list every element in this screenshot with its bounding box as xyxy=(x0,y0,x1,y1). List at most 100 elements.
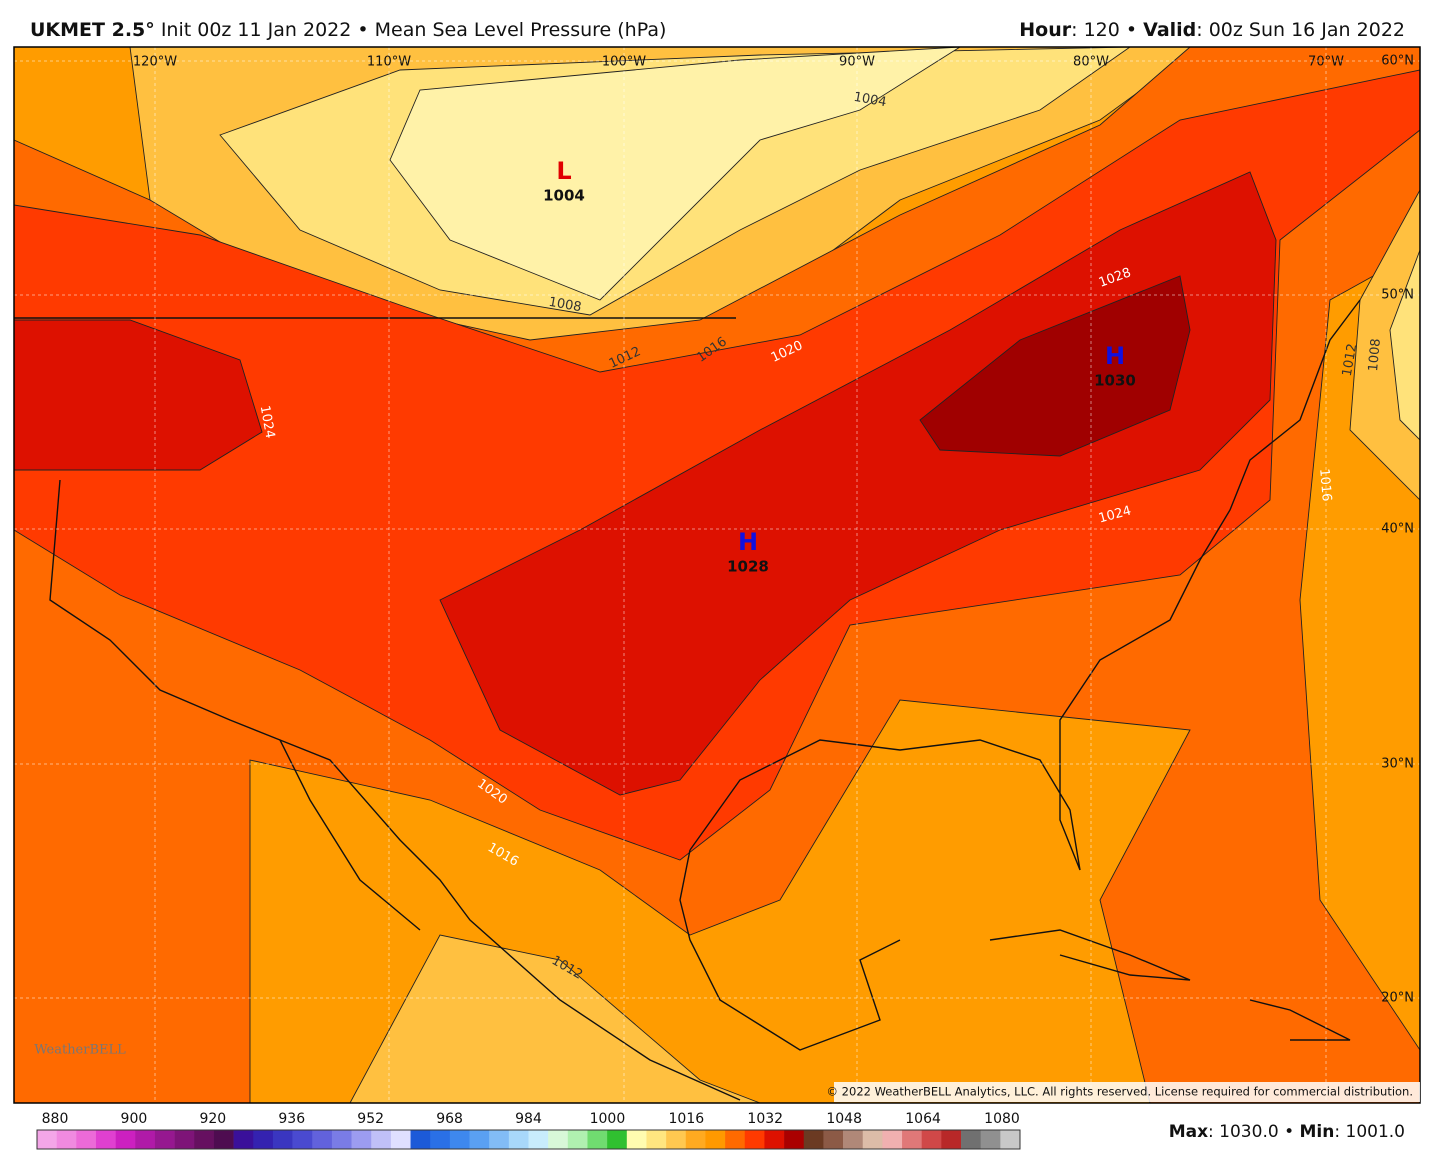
min: : 1001.0 xyxy=(1334,1122,1405,1142)
contour-label: 1016 xyxy=(1316,468,1334,502)
max-label: Max xyxy=(1169,1122,1208,1142)
colorbar-swatch xyxy=(253,1130,274,1149)
center-value: 1028 xyxy=(727,558,769,576)
sep: • xyxy=(1284,1122,1294,1142)
colorbar-swatch xyxy=(76,1130,97,1149)
lon-label: 80°W xyxy=(1073,55,1109,70)
lon-label: 120°W xyxy=(133,55,177,70)
contour-label: 1008 xyxy=(547,295,582,316)
model: UKMET 2.5° xyxy=(30,19,155,41)
cuba xyxy=(989,929,1191,981)
colorbar-tick: 1016 xyxy=(669,1111,705,1127)
borders xyxy=(14,299,1361,1101)
hour-label: Hour xyxy=(1019,19,1071,41)
colorbar-frame xyxy=(36,1129,1021,1150)
colorbar-swatch xyxy=(154,1130,175,1149)
field: Mean Sea Level Pressure (hPa) xyxy=(375,19,667,41)
colorbar-tick: 920 xyxy=(199,1111,226,1127)
colorbar-swatch xyxy=(174,1130,195,1149)
colorbar-swatch xyxy=(56,1130,77,1149)
field-1000 xyxy=(389,47,961,301)
colorbar-swatch xyxy=(725,1130,746,1149)
lat-label: 30°N xyxy=(1381,757,1414,772)
colorbar-swatch xyxy=(587,1130,608,1149)
min-label: Min xyxy=(1300,1122,1335,1142)
lat-label: 50°N xyxy=(1381,288,1414,303)
colorbar-tick: 880 xyxy=(42,1111,69,1127)
colorbar-tick: 936 xyxy=(278,1111,305,1127)
valid: : 00z Sun 16 Jan 2022 xyxy=(1196,19,1405,41)
colorbar-swatch xyxy=(469,1130,490,1149)
colorbar-swatch xyxy=(351,1130,372,1149)
center-value: 1030 xyxy=(1094,372,1136,390)
colorbar-swatch xyxy=(843,1130,864,1149)
colorbar-tick: 952 xyxy=(357,1111,384,1127)
colorbar-tick: 1080 xyxy=(984,1111,1020,1127)
colorbar-swatch xyxy=(508,1130,529,1149)
colorbar-swatch xyxy=(764,1130,785,1149)
contour-label: 1012 xyxy=(1340,342,1361,377)
colorbar-swatch xyxy=(194,1130,215,1149)
contour-label: 1024 xyxy=(257,404,278,439)
colorbar-tick: 1000 xyxy=(590,1111,626,1127)
colorbar-swatch xyxy=(233,1130,254,1149)
lon-label: 110°W xyxy=(367,55,411,70)
colorbar-swatch xyxy=(548,1130,569,1149)
field-1004 xyxy=(1389,249,1420,441)
contour-label: 1004 xyxy=(852,90,887,111)
colorbar-tick: 968 xyxy=(436,1111,463,1127)
field-1024 xyxy=(14,319,263,471)
colorbar-swatch xyxy=(489,1130,510,1149)
colorbar-swatch xyxy=(390,1130,411,1149)
colorbar-swatch xyxy=(646,1130,667,1149)
lon-label: 90°W xyxy=(839,55,875,70)
colorbar-swatch xyxy=(902,1130,922,1149)
colorbar-swatch xyxy=(823,1130,844,1149)
colorbar-swatch xyxy=(961,1130,981,1149)
lon-label: 70°W xyxy=(1308,55,1344,70)
lat-label: 20°N xyxy=(1381,991,1414,1006)
colorbar-tick: 984 xyxy=(515,1111,542,1127)
colorbar-tick: 1064 xyxy=(905,1111,941,1127)
header-left: UKMET 2.5° Init 00z 11 Jan 2022 • Mean S… xyxy=(30,19,666,41)
lon-label: 100°W xyxy=(602,55,646,70)
colorbar-swatch xyxy=(331,1130,352,1149)
center-symbol: H xyxy=(738,528,758,556)
copyright-box xyxy=(834,1082,1420,1102)
map-frame xyxy=(13,46,1421,1104)
sep: • xyxy=(357,19,368,41)
colorbar-swatch xyxy=(803,1130,824,1149)
center-symbol: L xyxy=(556,157,571,185)
colorbar-swatch xyxy=(862,1130,883,1149)
colorbar-swatch xyxy=(744,1130,765,1149)
lat-label: 60°N xyxy=(1381,54,1414,69)
graticule: 120°W 110°W 100°W 90°W 80°W 70°W 60°N 50°N 40°N 3… xyxy=(14,47,1420,1103)
coast xyxy=(679,849,901,1051)
colorbar-tick: 1032 xyxy=(747,1111,783,1127)
colorbar-swatch xyxy=(272,1130,293,1149)
colorbar-swatch xyxy=(37,1130,57,1149)
header-right: Hour: 120 • Valid: 00z Sun 16 Jan 2022 xyxy=(1019,19,1405,41)
colorbar-swatch xyxy=(882,1130,903,1149)
init: Init 00z 11 Jan 2022 xyxy=(161,19,352,41)
colorbar-swatch xyxy=(292,1130,313,1149)
sep: • xyxy=(1126,19,1137,41)
center-value: 1004 xyxy=(543,187,585,205)
contour-label: 1008 xyxy=(1366,338,1384,372)
colorbar-swatch xyxy=(567,1130,588,1149)
colorbar-swatch xyxy=(685,1130,706,1149)
colorbar-swatch xyxy=(607,1130,628,1149)
hispaniola xyxy=(1249,999,1351,1041)
colorbar-swatch xyxy=(312,1130,333,1149)
colorbar-swatch xyxy=(941,1130,962,1149)
colorbar-swatch xyxy=(980,1130,1001,1149)
colorbar-swatch xyxy=(449,1130,470,1149)
colorbar-swatch xyxy=(213,1130,234,1149)
colorbar-swatch xyxy=(371,1130,392,1149)
hour: : 120 xyxy=(1071,19,1120,41)
map: 120°W 110°W 100°W 90°W 80°W 70°W 60°N 50°N 40°N 3… xyxy=(14,47,1420,1103)
colorbar-swatch xyxy=(95,1130,116,1149)
colorbar-swatch xyxy=(784,1130,805,1149)
colorbar-swatch xyxy=(1000,1130,1021,1149)
colorbar-swatch xyxy=(921,1130,942,1149)
